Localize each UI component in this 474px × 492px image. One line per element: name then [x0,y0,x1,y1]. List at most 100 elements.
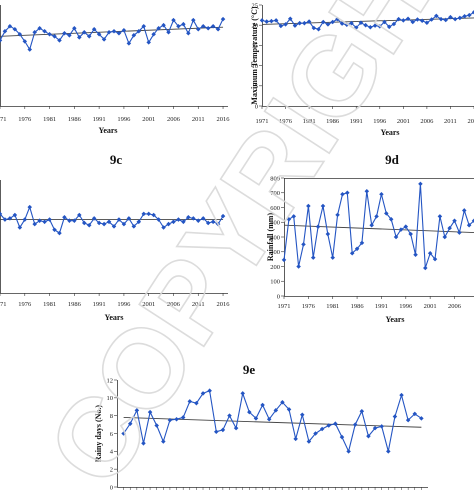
x-tick-label: 2016 [468,118,474,125]
x-tick-label: 1991 [375,303,388,310]
data-point [280,400,285,405]
data-point [412,411,418,417]
data-point [313,431,318,436]
data-point [22,39,28,44]
panel-label: 9d [385,152,400,167]
data-point [86,222,92,228]
y-tick-label: 300 [270,249,280,256]
data-point [37,25,42,31]
data-point [27,204,33,210]
series-line-9c [0,205,224,234]
data-point [405,16,411,21]
data-point [111,28,117,34]
panel-label: 9c [110,152,123,167]
x-tick-label: 1996 [117,301,131,308]
data-point [131,33,137,38]
x-tick-label: 2001 [142,116,155,123]
x-tick-label: 2011 [444,118,457,125]
data-point [154,423,159,428]
data-point [447,225,452,231]
x-tick-label: 2001 [397,118,410,125]
x-axis-title: Years [385,315,404,324]
data-point [457,230,462,235]
data-point [126,41,132,46]
data-point [227,413,232,418]
data-point [388,217,394,222]
data-point [12,26,18,32]
data-point [330,255,335,260]
data-point [300,412,305,418]
x-tick-label: 2006 [420,118,434,125]
series-line-9d [283,183,474,269]
data-point [62,215,67,220]
x-tick-label: 1986 [351,303,365,310]
data-point [366,433,371,439]
data-point [320,203,326,209]
data-point [240,391,245,396]
data-point [101,37,107,42]
data-point [372,425,378,431]
data-point [330,19,335,25]
data-point [17,32,23,37]
x-tick-label: 1981 [303,118,316,125]
data-point [136,28,142,34]
x-tick-label: 1986 [68,116,82,123]
x-tick-label: 2006 [167,116,181,123]
data-point [213,429,219,434]
data-point [408,231,413,237]
data-point [146,40,151,45]
y-tick-label: 2 [110,466,113,473]
y-tick-label: 20 [252,23,259,30]
data-point [171,17,176,23]
x-tick-label: 1996 [399,303,413,310]
data-point [369,222,374,228]
x-axis-title: Years [104,313,123,322]
data-point [111,224,117,229]
x-tick-label: 1986 [326,118,340,125]
y-tick-label: 12 [107,377,114,384]
x-tick-label: 1971 [256,118,269,125]
data-point [293,436,298,442]
x-tick-label: 2011 [192,301,205,308]
x-tick-label: 2016 [217,116,231,123]
data-point [67,218,72,223]
data-point [392,414,398,419]
data-point [326,423,332,428]
data-point [364,189,370,194]
data-point [167,417,173,423]
panel-9b: 0 5 10 15 20 25 1971 1976 1981 1986 1991 1996 2001 20… [250,2,474,137]
y-tick-label: 10 [252,63,259,70]
data-point [156,25,161,31]
data-point [310,255,316,260]
data-point [273,408,279,413]
data-point [379,191,384,197]
data-point [266,416,272,422]
data-point [174,416,179,422]
data-point [200,23,206,29]
data-point [81,220,87,226]
data-point [306,439,312,444]
y-tick-label: 6 [110,431,114,438]
x-tick-label: 1991 [93,301,106,308]
data-point [286,407,292,412]
data-point [161,439,166,444]
data-point [121,221,127,227]
data-point [399,392,404,398]
data-point [466,222,472,228]
y-tick-label: 400 [270,234,280,241]
x-tick-label: 1971 [278,303,291,310]
data-point [141,23,147,29]
data-point [96,220,102,226]
data-point [180,415,186,420]
x-tick-label: 1976 [302,303,316,310]
data-point [0,38,3,43]
data-point [359,240,365,246]
series-line-9e [123,389,422,453]
y-tick-label: 600 [270,205,280,212]
x-tick-label: 1996 [373,118,387,125]
data-point [37,218,42,223]
data-point [403,224,409,229]
data-point [57,38,62,43]
data-point [452,218,457,224]
